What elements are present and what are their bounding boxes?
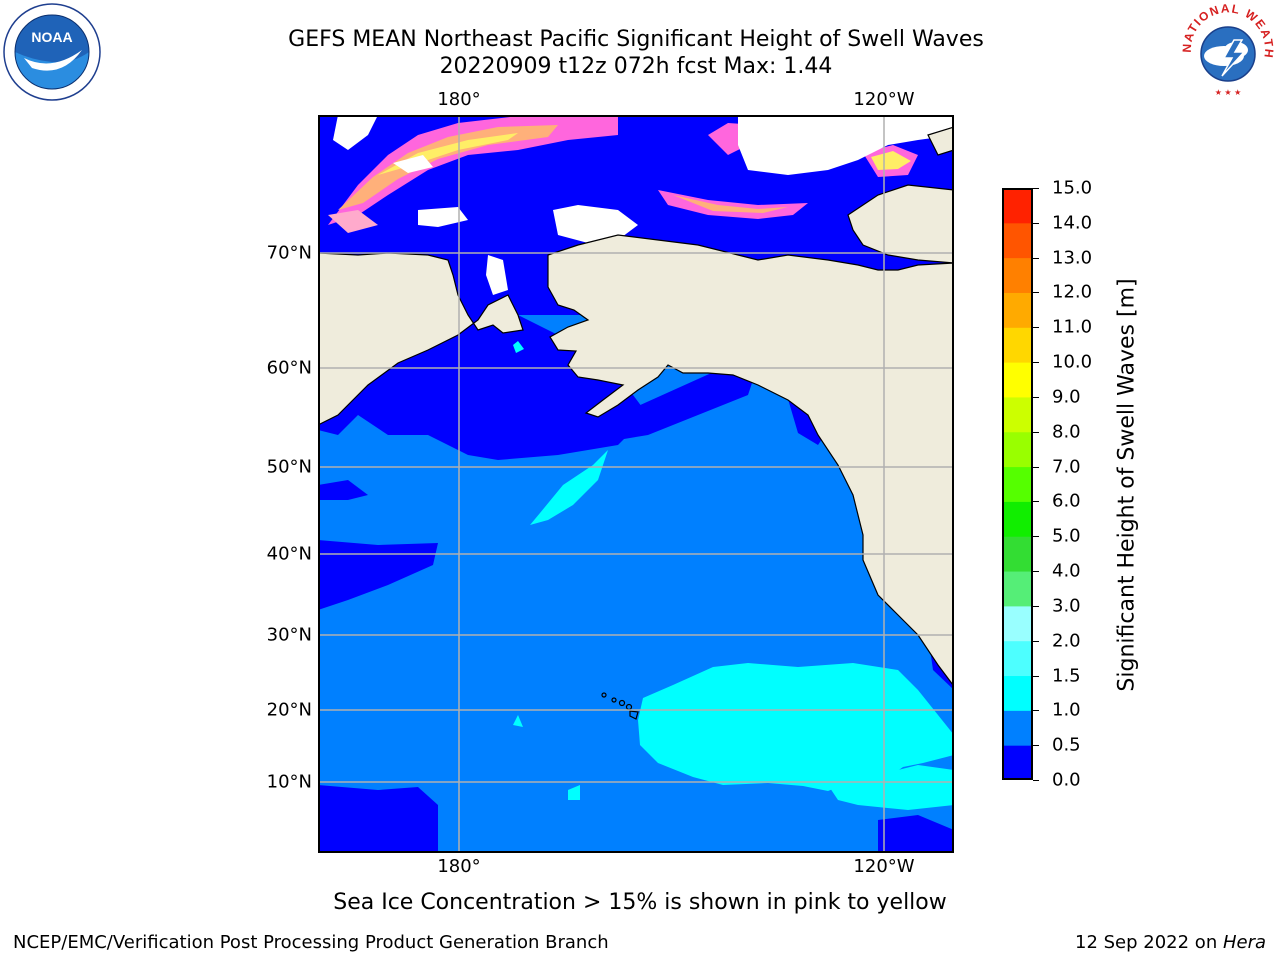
footer-date-text: 12 Sep 2022 on (1075, 932, 1223, 953)
colorbar-tick-mark (1033, 222, 1039, 224)
colorbar-tick-mark (1033, 605, 1039, 607)
colorbar-segment (1002, 466, 1033, 502)
colorbar-segment (1002, 640, 1033, 677)
footer-machine: Hera (1222, 932, 1266, 953)
colorbar-tick-label: 11.0 (1052, 316, 1093, 338)
colorbar-tick-mark (1033, 640, 1039, 642)
colorbar-tick-label: 0.0 (1052, 769, 1081, 791)
colorbar-tick-mark (1033, 710, 1039, 712)
hawaii-islands (601, 692, 639, 720)
colorbar-segment (1002, 327, 1033, 363)
colorbar-segment (1002, 431, 1033, 468)
colorbar-tick-label: 1.5 (1052, 665, 1081, 687)
colorbar (1002, 188, 1033, 780)
colorbar-segment (1002, 605, 1033, 642)
noaa-logo: NOAA (3, 3, 101, 101)
lon-label-bottom-120w: 120°W (853, 856, 915, 877)
colorbar-tick-mark (1033, 188, 1039, 189)
colorbar-tick-label: 2.0 (1052, 630, 1081, 652)
lat-label-60n: 60°N (266, 357, 312, 379)
lat-label-10n: 10°N (266, 771, 312, 793)
colorbar-tick-mark (1033, 675, 1039, 677)
colorbar-tick-mark (1033, 327, 1039, 329)
colorbar-segment (1002, 675, 1033, 711)
nws-logo: NATIONAL WEATHER SERVICE ★ ★ ★ (1178, 2, 1276, 100)
colorbar-segment (1002, 536, 1033, 572)
colorbar-tick-mark (1033, 536, 1039, 538)
colorbar-tick-label: 13.0 (1052, 247, 1093, 269)
colorbar-segment (1002, 501, 1033, 537)
lat-label-20n: 20°N (266, 699, 312, 721)
colorbar-tick-mark (1033, 362, 1039, 364)
swell-height-map (318, 115, 954, 853)
map-frame (318, 115, 954, 853)
colorbar-tick-label: 15.0 (1052, 177, 1093, 199)
swell-high-regions (513, 341, 954, 810)
colorbar-tick-mark (1033, 501, 1039, 503)
colorbar-tick-label: 12.0 (1052, 281, 1093, 303)
figure-subtitle: 20220909 t12z 072h fcst Max: 1.44 (439, 54, 833, 79)
land-masses (318, 126, 954, 853)
colorbar-tick-mark (1033, 466, 1039, 468)
colorbar-segment (1002, 222, 1033, 259)
lat-label-70n: 70°N (266, 242, 312, 264)
figure-title: GEFS MEAN Northeast Pacific Significant … (288, 27, 984, 52)
colorbar-segment (1002, 292, 1033, 328)
colorbar-segment (1002, 571, 1033, 607)
sea-ice-note: Sea Ice Concentration > 15% is shown in … (333, 890, 947, 915)
colorbar-tick-label: 7.0 (1052, 456, 1081, 478)
colorbar-tick-mark (1033, 257, 1039, 259)
colorbar-tick-mark (1033, 780, 1039, 781)
svg-text:★ ★ ★: ★ ★ ★ (1215, 88, 1242, 97)
sea-ice-regions (328, 115, 918, 270)
noaa-wordmark: NOAA (31, 29, 72, 45)
graticule (318, 115, 954, 853)
lon-label-bottom-180: 180° (437, 856, 481, 877)
colorbar-segment (1002, 362, 1033, 398)
colorbar-frame (1002, 188, 1033, 780)
footer-date: 12 Sep 2022 on Hera (1075, 932, 1266, 953)
colorbar-segment (1002, 188, 1033, 224)
colorbar-segment (1002, 710, 1033, 746)
lon-label-top-180: 180° (437, 89, 481, 110)
colorbar-tick-label: 6.0 (1052, 490, 1081, 512)
footer-credit: NCEP/EMC/Verification Post Processing Pr… (13, 932, 609, 953)
colorbar-tick-mark (1033, 396, 1039, 398)
colorbar-tick-label: 4.0 (1052, 560, 1081, 582)
colorbar-label: Significant Height of Swell Waves [m] (1114, 278, 1140, 692)
colorbar-segment (1002, 257, 1033, 293)
no-data-regions (333, 115, 954, 295)
colorbar-tick-label: 3.0 (1052, 595, 1081, 617)
colorbar-tick-mark (1033, 745, 1039, 747)
colorbar-tick-mark (1033, 292, 1039, 294)
colorbar-tick-label: 0.5 (1052, 734, 1081, 756)
lon-label-top-120w: 120°W (853, 89, 915, 110)
colorbar-segment (1002, 396, 1033, 433)
colorbar-tick-label: 1.0 (1052, 699, 1081, 721)
colorbar-tick-label: 14.0 (1052, 212, 1093, 234)
colorbar-tick-label: 9.0 (1052, 386, 1081, 408)
colorbar-tick-mark (1033, 571, 1039, 573)
lat-label-50n: 50°N (266, 456, 312, 478)
lat-label-30n: 30°N (266, 624, 312, 646)
colorbar-tick-label: 5.0 (1052, 525, 1081, 547)
colorbar-tick-mark (1033, 431, 1039, 433)
colorbar-tick-label: 10.0 (1052, 351, 1093, 373)
lat-label-40n: 40°N (266, 543, 312, 565)
colorbar-tick-label: 8.0 (1052, 421, 1081, 443)
colorbar-segment (1002, 745, 1033, 780)
